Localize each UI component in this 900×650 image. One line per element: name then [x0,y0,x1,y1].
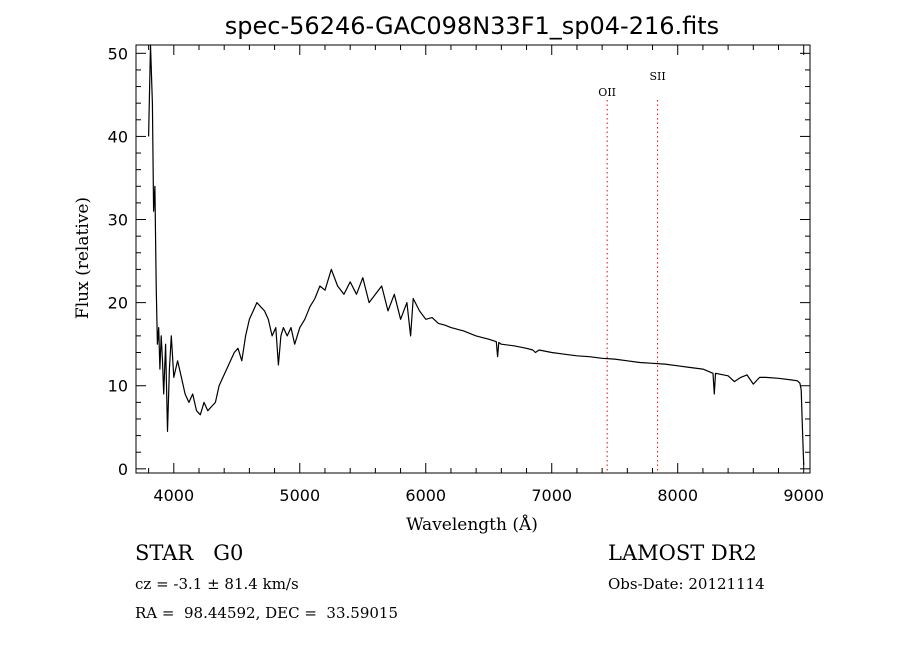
x-axis-label: Wavelength (Å) [406,514,538,535]
x-tick-label: 5000 [279,486,320,505]
emission-line-label: OII [598,86,616,99]
y-axis-label: Flux (relative) [73,197,93,319]
y-tick-label: 10 [108,377,128,396]
spectrum-line [148,44,805,465]
plot-area: 4000 5000 6000 7000 8000 9000 0 10 20 30 40 50 OII SI… [108,44,824,505]
survey-name: LAMOST DR2 [608,541,757,565]
chart-title: spec-56246-GAC098N33F1_sp04-216.fits [225,12,719,40]
x-tick-label: 4000 [153,486,194,505]
velocity-text: cz = -3.1 ± 81.4 km/s [135,575,299,593]
x-tick-label: 6000 [405,486,446,505]
x-tick-label: 9000 [783,486,824,505]
coordinates-text: RA = 98.44592, DEC = 33.59015 [135,604,399,622]
y-tick-label: 30 [108,211,128,230]
object-class: STAR G0 [135,541,244,565]
y-tick-label: 40 [108,127,128,146]
obs-date-text: Obs-Date: 20121114 [608,575,765,593]
y-tick-label: 0 [118,460,128,479]
y-tick-label: 20 [108,294,128,313]
y-tick-label: 50 [108,44,128,63]
x-tick-label: 8000 [657,486,698,505]
emission-line-label: SII [649,70,665,83]
x-tick-label: 7000 [531,486,572,505]
plot-frame [135,44,811,474]
